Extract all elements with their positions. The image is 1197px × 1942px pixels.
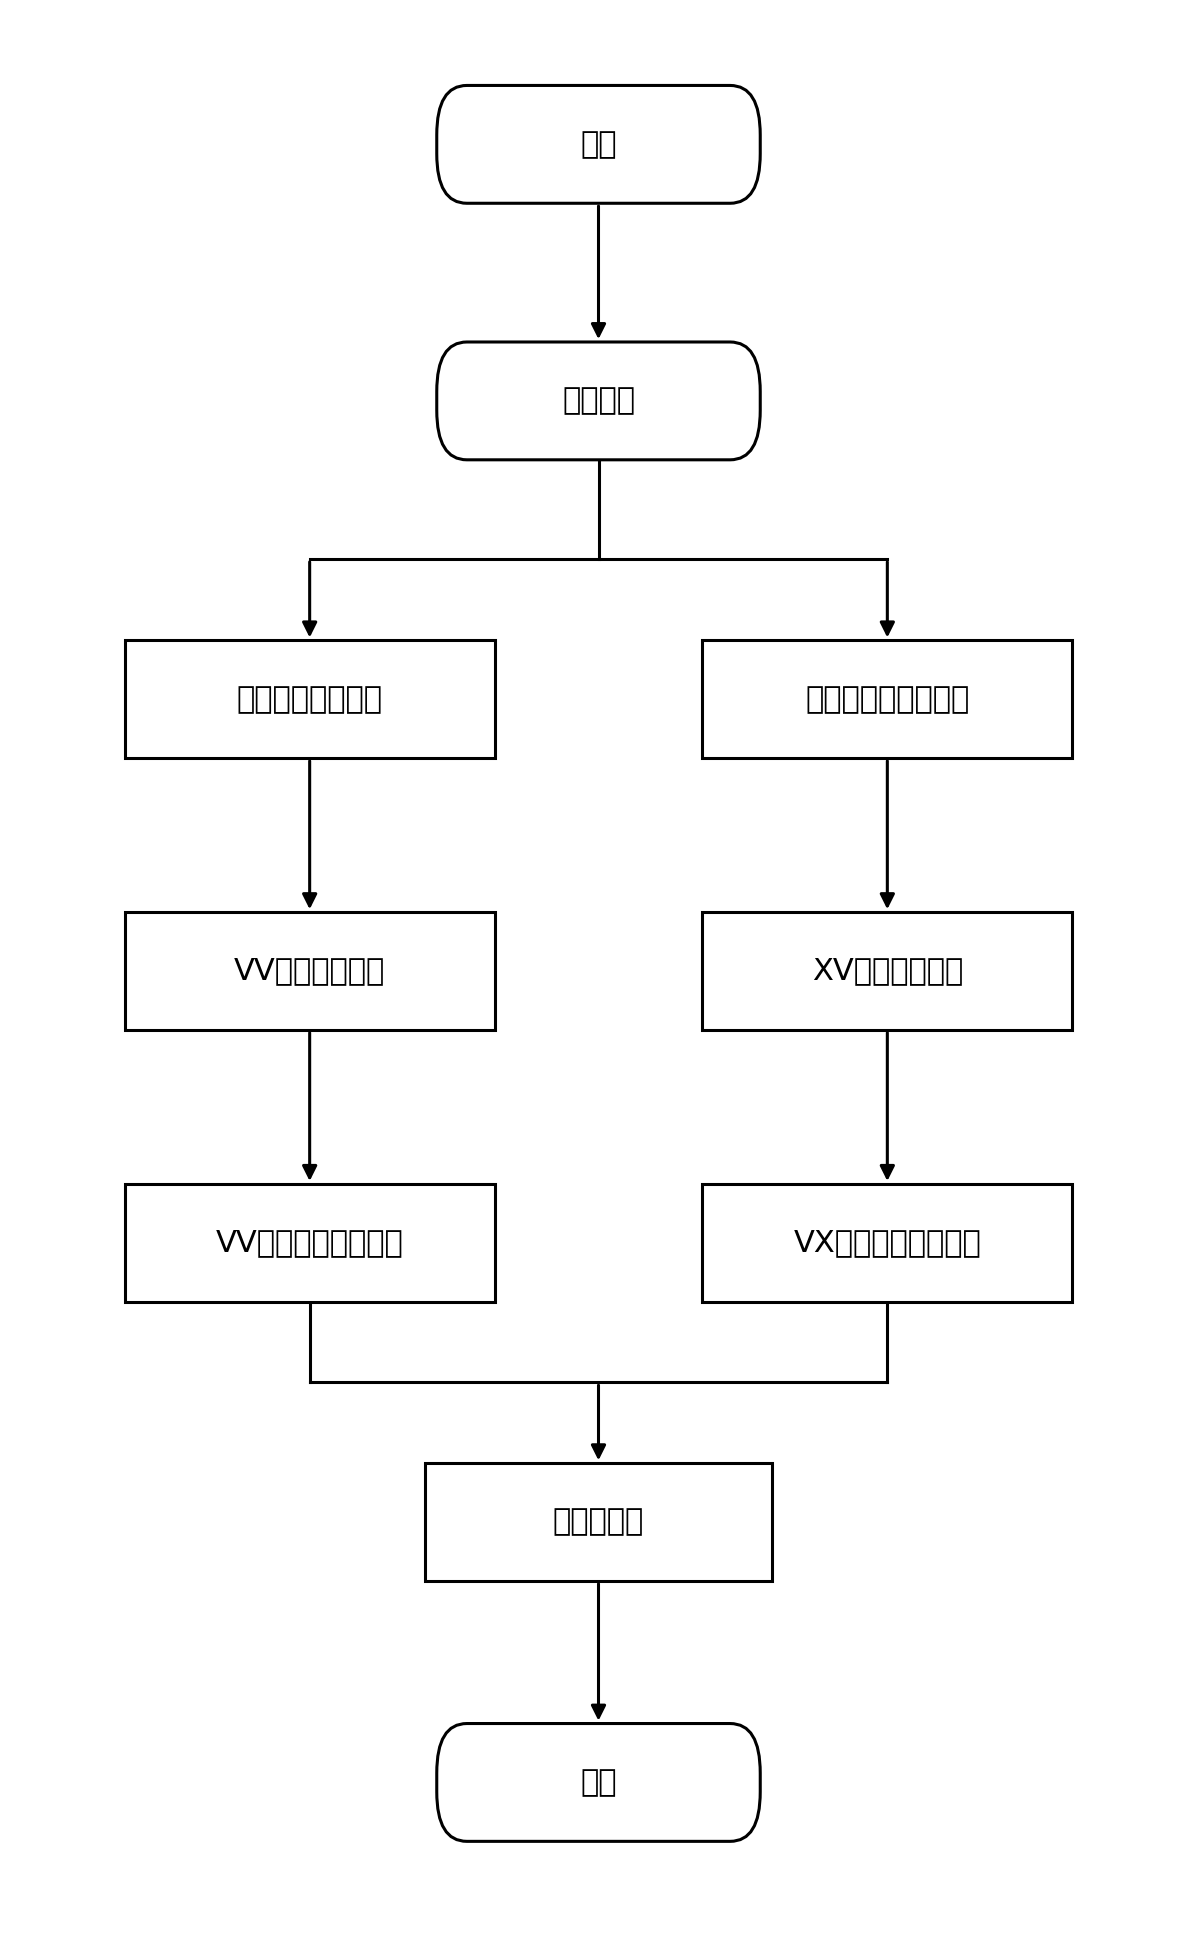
Text: XV线性负荷模型: XV线性负荷模型 [812,957,962,985]
Bar [124,1185,494,1301]
Text: 节点电压相角简化: 节点电压相角简化 [237,686,383,715]
Text: VV线性负荷模型: VV线性负荷模型 [235,957,385,985]
Text: 节点电压运算子简化: 节点电压运算子简化 [806,686,970,715]
FancyBboxPatch shape [437,342,760,460]
FancyBboxPatch shape [437,1724,760,1841]
Text: 结束: 结束 [581,1767,616,1796]
Text: VV线性三相潮流方程: VV线性三相潮流方程 [215,1227,403,1256]
Text: VX线性三相潮流方程: VX线性三相潮流方程 [794,1227,982,1256]
Bar [124,913,494,1029]
Text: 实施例对比: 实施例对比 [553,1507,644,1536]
Text: 泰勒展开: 泰勒展开 [563,386,634,416]
Bar [703,1185,1073,1301]
Bar [703,641,1073,757]
FancyBboxPatch shape [437,85,760,204]
Bar [703,913,1073,1029]
Bar [425,1462,772,1581]
Text: 开始: 开始 [581,130,616,159]
Bar [124,641,494,757]
